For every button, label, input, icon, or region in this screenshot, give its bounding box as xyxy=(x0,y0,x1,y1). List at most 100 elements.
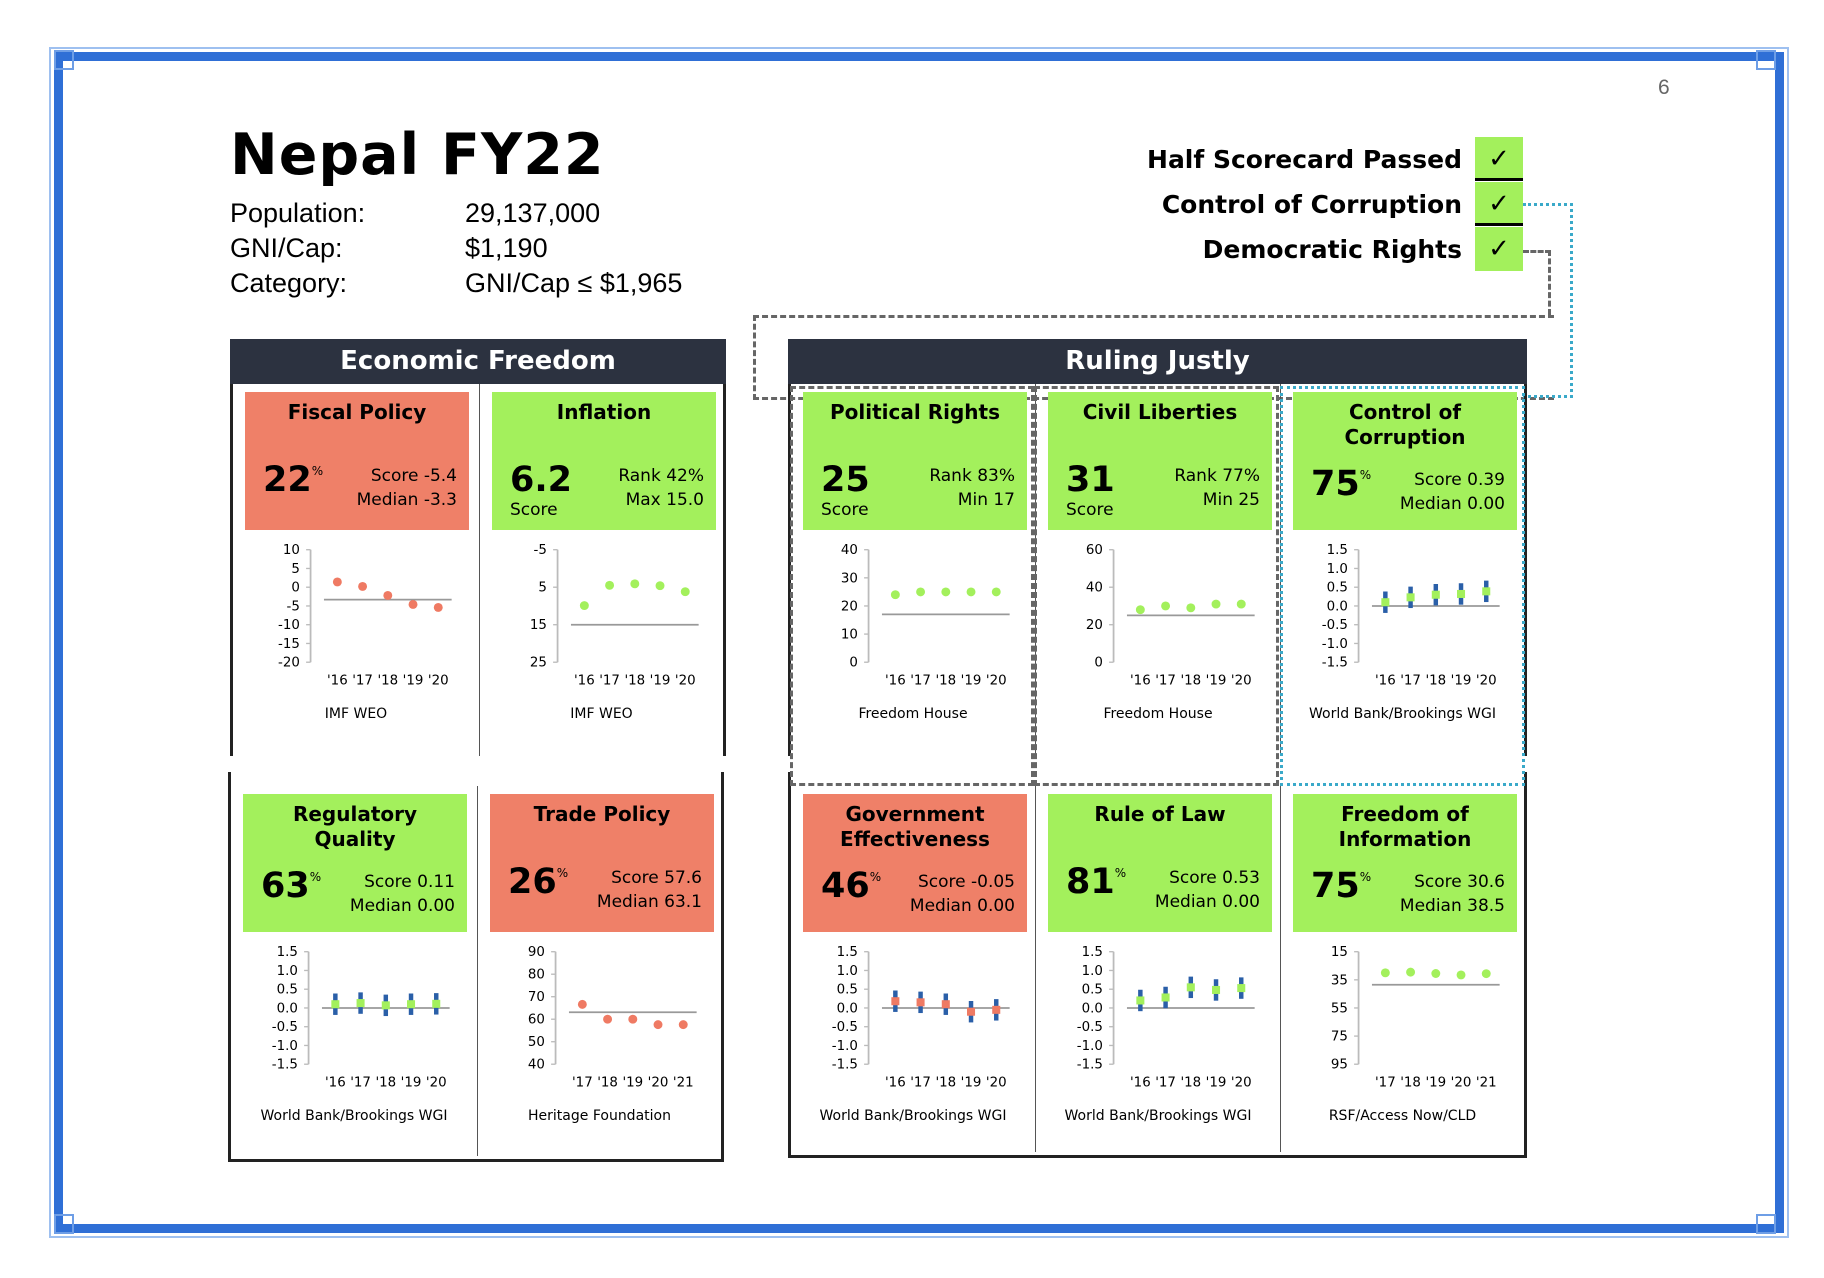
check-label: Democratic Rights xyxy=(1202,234,1462,264)
y-tick-label: -0.5 xyxy=(1077,1020,1103,1035)
source-label: World Bank/Brookings WGI xyxy=(1064,1108,1252,1124)
y-tick-label: -1.0 xyxy=(1077,1039,1103,1054)
big-value: 25 xyxy=(821,460,870,500)
y-tick-label: 0.5 xyxy=(277,983,298,998)
x-tick-label: '18 xyxy=(1180,674,1201,689)
big-number: 75 xyxy=(1311,866,1360,906)
card-title: Regulatory Quality xyxy=(292,802,418,851)
x-tick-label: '17 xyxy=(350,1076,371,1091)
frame-corner-bl xyxy=(54,1214,74,1234)
data-point xyxy=(655,581,665,591)
page-frame xyxy=(49,47,1789,1238)
x-tick-label: '20 xyxy=(986,1076,1007,1091)
y-tick-label: 0.5 xyxy=(1082,983,1103,998)
x-tick-label: '17 xyxy=(910,1076,931,1091)
big-value-label: Score xyxy=(1066,500,1114,520)
checkmark-icon: ✓ xyxy=(1475,137,1523,181)
stat-secondary: Median 0.00 xyxy=(909,896,1015,916)
y-tick-label: 0.0 xyxy=(1082,1001,1103,1016)
data-point xyxy=(577,999,587,1009)
data-point xyxy=(628,1014,638,1024)
score-card-government: Government Effectiveness 46% Score -0.05 Me… xyxy=(803,794,1027,932)
ruling-bottom-group: Government Effectiveness 46% Score -0.05 Me… xyxy=(788,772,1527,1158)
civil-liberties-highlight xyxy=(1034,386,1279,786)
data-point xyxy=(1481,969,1491,979)
info-value: $1,190 xyxy=(465,233,548,263)
percent-sign: % xyxy=(1114,866,1127,880)
big-value: 26% xyxy=(508,862,568,902)
x-tick-label: '17 xyxy=(1155,1076,1176,1091)
y-tick-label: 1.5 xyxy=(277,945,298,960)
y-tick-label: 10 xyxy=(841,628,858,643)
stat-primary: Rank 83% xyxy=(929,466,1015,486)
card-title: Rule of Law xyxy=(1094,802,1226,826)
x-tick-label: '19 xyxy=(622,1076,643,1091)
data-point xyxy=(992,1005,1001,1014)
chart-political: 40 30 20 10 0 '16 '17 '18 '19 '20 xyxy=(841,543,1010,689)
data-point xyxy=(1237,984,1246,993)
x-tick-label: '19 xyxy=(961,1076,982,1091)
data-point xyxy=(967,1007,976,1016)
y-tick-label: -1.5 xyxy=(832,1058,858,1073)
y-tick-label: 20 xyxy=(841,599,858,614)
y-tick-label: -1.0 xyxy=(832,1039,858,1054)
connector-democratic-dashed xyxy=(1523,250,1551,315)
y-tick-label: -20 xyxy=(278,656,300,671)
political-rights-highlight xyxy=(790,386,1034,786)
x-tick-label: '20 xyxy=(426,1076,447,1091)
x-tick-label: '19 xyxy=(401,1076,422,1091)
y-tick-label: 70 xyxy=(528,990,545,1005)
data-point xyxy=(678,1020,688,1030)
data-point xyxy=(916,998,925,1007)
y-tick-label: 60 xyxy=(528,1013,545,1028)
x-tick-label: '16 xyxy=(1130,1076,1151,1091)
big-value: 31 xyxy=(1066,460,1115,500)
data-point xyxy=(1161,993,1170,1002)
card-title: Civil Liberties xyxy=(1082,400,1238,424)
score-card-law: Rule of Law 81% Score 0.53 Median 0.00 xyxy=(1048,794,1272,932)
page-title: Nepal FY22 xyxy=(230,122,605,188)
stat-secondary: Median 38.5 xyxy=(1399,896,1505,916)
source-label: Heritage Foundation xyxy=(528,1108,671,1124)
frame-corner-br xyxy=(1756,1214,1776,1234)
data-point xyxy=(433,603,443,612)
x-tick-label: '18 xyxy=(624,674,645,689)
card-title: Government Effectiveness xyxy=(840,802,990,851)
data-point xyxy=(1431,590,1440,599)
data-point xyxy=(408,600,418,609)
stat-primary: Score 0.39 xyxy=(1414,470,1505,490)
stat-primary: Score 30.6 xyxy=(1414,872,1505,892)
score-card-regulatory: Regulatory Quality 63% Score 0.11 Median 0.… xyxy=(243,794,467,932)
y-tick-label: 0.5 xyxy=(1327,581,1348,596)
card-title: Control of Corruption xyxy=(1344,400,1466,449)
big-value-label: Score xyxy=(510,500,558,520)
big-value: 75% xyxy=(1311,464,1371,504)
x-tick-label: '16 xyxy=(1375,674,1396,689)
chart-corruption: 1.5 1.0 0.5 0.0 -0.5 -1.0 -1.5 '16 '17 '18 '19 '20 xyxy=(1322,543,1500,689)
y-tick-label: -15 xyxy=(278,637,300,652)
info-label: Population: xyxy=(230,198,366,228)
x-tick-label: '17 xyxy=(1375,1076,1396,1091)
y-tick-label: -1.5 xyxy=(272,1058,298,1073)
tile-fiscal: Fiscal Policy 22% Score -5.4 Median -3.3 10 5… xyxy=(233,384,480,756)
y-tick-label: -0.5 xyxy=(832,1020,858,1035)
source-label: World Bank/Brookings WGI xyxy=(260,1108,448,1124)
big-value: 46% xyxy=(821,866,881,906)
y-tick-label: 55 xyxy=(1331,1001,1348,1016)
stat-primary: Score 0.11 xyxy=(364,872,455,892)
data-point xyxy=(358,582,368,591)
y-tick-label: 25 xyxy=(530,656,547,671)
data-point xyxy=(605,580,615,590)
score-card-inflation: Inflation 6.2 Score Rank 42% Max 15.0 xyxy=(492,392,716,530)
economic-freedom-header: Economic Freedom xyxy=(230,339,726,384)
y-tick-label: 35 xyxy=(1331,973,1348,988)
tile-government: Government Effectiveness 46% Score -0.05 Me… xyxy=(791,786,1036,1152)
x-tick-label: '17 xyxy=(910,674,931,689)
score-card-information: Freedom of Information 75% Score 30.6 Media… xyxy=(1293,794,1517,932)
x-tick-label: '19 xyxy=(1206,1076,1227,1091)
data-point xyxy=(891,997,900,1006)
data-point xyxy=(890,590,900,600)
y-tick-label: 0.0 xyxy=(837,1001,858,1016)
check-label: Half Scorecard Passed xyxy=(1147,144,1462,174)
y-tick-label: 5 xyxy=(291,562,300,577)
